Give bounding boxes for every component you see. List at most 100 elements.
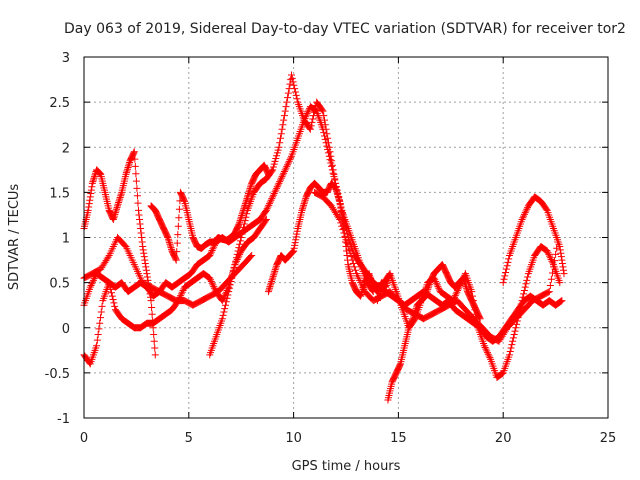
data-point	[172, 255, 180, 263]
data-point	[289, 78, 297, 86]
data-point	[288, 249, 296, 257]
data-point	[225, 284, 233, 292]
data-point	[523, 276, 531, 284]
data-point	[113, 204, 121, 212]
data-point	[337, 204, 345, 212]
data-point	[262, 217, 270, 225]
data-point	[124, 164, 132, 172]
data-point	[243, 210, 251, 218]
data-point	[325, 143, 333, 151]
data-point	[262, 206, 270, 214]
data-point	[285, 157, 293, 165]
data-point	[518, 297, 526, 305]
data-point	[91, 171, 99, 179]
data-point	[277, 174, 285, 182]
data-point	[480, 342, 488, 350]
data-point	[88, 280, 96, 288]
data-point	[90, 275, 98, 283]
data-point	[501, 272, 509, 280]
data-point	[336, 215, 344, 223]
data-point	[86, 283, 94, 291]
data-point	[311, 105, 319, 113]
data-point	[342, 236, 350, 244]
data-point	[265, 286, 273, 294]
data-point	[270, 269, 278, 277]
data-point	[500, 275, 508, 283]
data-point	[151, 344, 159, 352]
data-point	[273, 183, 281, 191]
x-tick-label: 10	[285, 431, 302, 446]
data-point	[291, 85, 299, 93]
x-tick-label: 0	[80, 431, 88, 446]
data-point	[300, 200, 308, 208]
data-point	[357, 292, 365, 300]
data-point	[337, 208, 345, 216]
data-point	[111, 302, 119, 310]
data-point	[240, 203, 248, 211]
y-tick-label: -1	[57, 412, 70, 427]
data-point	[143, 273, 151, 281]
data-point	[542, 205, 550, 213]
data-point	[266, 283, 274, 291]
data-point	[521, 283, 529, 291]
data-point	[231, 261, 239, 269]
data-point	[236, 240, 244, 248]
data-point	[505, 351, 513, 359]
series-track-e	[206, 71, 377, 359]
data-point	[289, 248, 297, 256]
data-point	[329, 166, 337, 174]
data-point	[220, 293, 228, 301]
data-point	[335, 214, 343, 222]
y-tick-label: 3	[62, 51, 70, 66]
data-point	[177, 290, 185, 298]
data-point	[147, 297, 155, 305]
data-point	[330, 170, 338, 178]
data-point	[233, 250, 241, 258]
data-point	[368, 280, 376, 288]
data-point	[334, 192, 342, 200]
data-point	[131, 162, 139, 170]
data-point	[336, 201, 344, 209]
data-point	[269, 274, 277, 282]
data-point	[141, 256, 149, 264]
data-point	[267, 281, 275, 289]
data-point	[267, 196, 275, 204]
data-point	[522, 280, 530, 288]
data-point	[95, 325, 103, 333]
data-point	[511, 327, 519, 335]
data-point	[283, 98, 291, 106]
data-point	[337, 219, 345, 227]
data-point	[135, 211, 143, 219]
data-point	[280, 116, 288, 124]
data-point	[321, 121, 329, 129]
data-point	[131, 155, 139, 163]
data-point	[138, 234, 146, 241]
data-point	[175, 214, 183, 222]
data-point	[142, 266, 150, 274]
data-point	[469, 297, 477, 305]
data-point	[275, 179, 283, 187]
data-point	[240, 205, 248, 213]
data-point	[299, 203, 307, 211]
data-point	[432, 279, 440, 287]
data-point	[333, 187, 341, 195]
data-point	[556, 246, 564, 254]
data-point	[174, 222, 182, 230]
data-point	[89, 278, 97, 286]
data-point	[512, 324, 520, 332]
data-point	[117, 190, 125, 198]
data-point	[244, 191, 252, 199]
data-point	[104, 253, 112, 261]
data-point	[288, 74, 296, 82]
data-point	[110, 214, 118, 222]
data-point	[476, 314, 484, 322]
data-point	[284, 89, 292, 97]
data-point	[457, 280, 465, 288]
data-point	[96, 169, 104, 177]
data-point	[97, 308, 105, 316]
data-point	[483, 347, 491, 355]
data-point	[558, 259, 566, 267]
data-point	[522, 207, 530, 215]
data-point	[89, 176, 97, 184]
